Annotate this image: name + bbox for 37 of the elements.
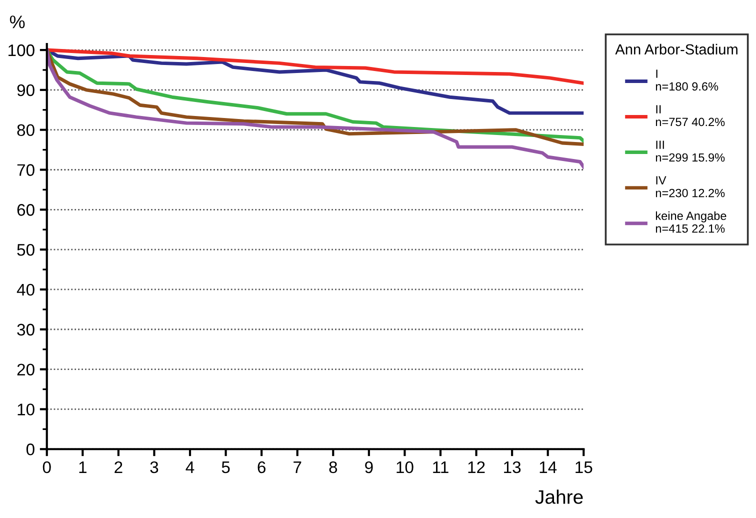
y-tick-label: 80 (17, 124, 34, 136)
y-tick-label: 70 (17, 164, 34, 176)
x-tick-label: 5 (222, 462, 230, 474)
x-tick-label: 1 (79, 462, 86, 473)
legend-title: Ann Arbor-Stadium (615, 44, 738, 55)
y-tick-label: 0 (26, 444, 34, 456)
y-tick-label: 20 (17, 364, 34, 376)
y-tick-label: 60 (17, 204, 34, 216)
y-tick-label: 90 (17, 84, 34, 96)
x-tick-label: 2 (114, 461, 122, 473)
x-tick-label: 8 (329, 461, 338, 474)
x-tick-label: 10 (396, 461, 414, 474)
x-axis-title: Jahre (535, 490, 583, 504)
y-tick-label: 30 (17, 324, 34, 336)
x-tick-label: 6 (258, 461, 266, 474)
y-tick-label: 40 (16, 284, 34, 296)
x-tick-label: 3 (150, 461, 158, 474)
x-tick-label: 7 (294, 462, 302, 473)
legend-label: II n=757 40.2% (656, 105, 725, 126)
x-tick-label: 13 (504, 461, 521, 474)
x-tick-label: 12 (468, 461, 485, 473)
x-tick-label: 14 (540, 462, 557, 473)
legend-label: I n=180 9.6% (656, 70, 718, 91)
legend-label: III n=299 15.9% (656, 140, 725, 162)
legend-label: IV n=230 12.2% (656, 176, 725, 198)
legend-label: keine Angabe n=415 22.1% (656, 211, 726, 233)
y-tick-label: 100 (8, 44, 34, 56)
y-tick-label: 10 (18, 404, 34, 416)
x-tick-label: 0 (42, 461, 51, 474)
y-tick-label: 50 (17, 244, 34, 256)
y-axis-title: % (10, 16, 25, 28)
x-tick-label: 4 (186, 462, 194, 473)
x-tick-label: 15 (576, 462, 592, 474)
line-series (46, 48, 584, 169)
line-series (46, 48, 584, 85)
x-tick-label: 9 (365, 461, 373, 474)
x-tick-label: 11 (433, 462, 448, 473)
